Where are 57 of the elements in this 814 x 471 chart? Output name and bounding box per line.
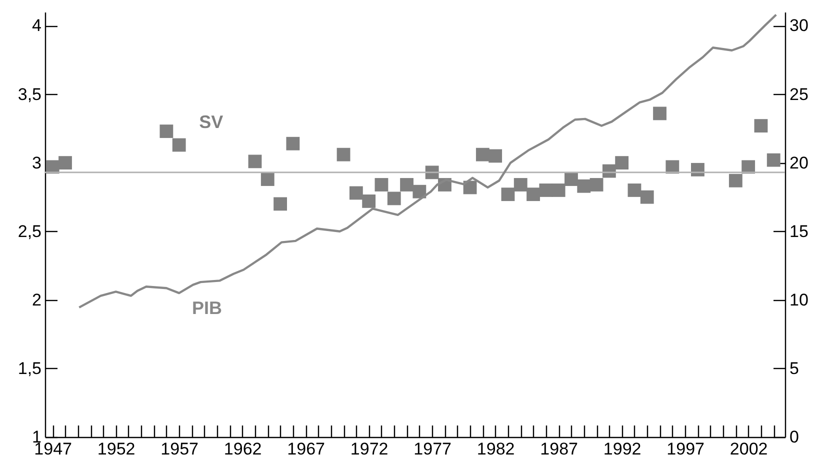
point	[539, 184, 553, 197]
y-tick-label: 3	[32, 153, 42, 172]
x-tick-label: 1972	[350, 440, 388, 458]
x-tick-label: 1987	[540, 440, 578, 458]
point	[260, 172, 274, 186]
x-tick-label: 1977	[414, 440, 452, 458]
x-tick-label: 1997	[666, 440, 704, 458]
y-tick-label: 1,5	[18, 358, 42, 378]
point	[766, 153, 780, 167]
y2-tick-label: 20	[790, 153, 808, 172]
y2-tick-label: 10	[790, 290, 808, 310]
series-label: SV	[199, 112, 224, 132]
x-tick-label: 2002	[730, 440, 768, 458]
point	[615, 156, 629, 170]
point	[58, 156, 72, 170]
point	[336, 148, 350, 162]
y2-tick-label: 25	[790, 84, 808, 104]
x-tick-label: 1967	[287, 440, 325, 458]
point	[362, 194, 376, 208]
y2-tick-label: 0	[790, 428, 799, 446]
point	[387, 192, 401, 206]
point	[754, 119, 768, 132]
point	[274, 197, 287, 211]
point	[526, 188, 540, 202]
x-tick-label: 1962	[224, 440, 262, 458]
x-tick-label: 1952	[97, 440, 136, 458]
point	[172, 138, 186, 152]
point	[728, 174, 742, 188]
point	[400, 178, 414, 192]
point	[374, 178, 388, 192]
point	[514, 178, 528, 192]
series-label: PIB	[192, 298, 222, 318]
x-tick-label: 1982	[476, 440, 515, 458]
point	[640, 190, 654, 204]
y-tick-label: 3,5	[18, 84, 42, 104]
point	[564, 172, 578, 186]
y2-tick-label: 15	[790, 222, 808, 241]
point	[286, 136, 300, 150]
point	[160, 124, 174, 138]
point	[628, 184, 642, 197]
x-tick-label: 1957	[160, 440, 198, 458]
point	[653, 106, 666, 120]
y-tick-label: 2,5	[18, 222, 42, 241]
point	[248, 154, 262, 168]
y-tick-label: 2	[32, 290, 42, 310]
point	[590, 178, 604, 192]
y2-tick-label: 5	[790, 358, 799, 378]
point	[488, 149, 502, 163]
y-tick-label: 4	[32, 16, 42, 36]
point	[476, 148, 490, 162]
point	[349, 186, 363, 200]
y2-tick-label: 30	[790, 16, 808, 36]
point	[501, 188, 515, 202]
point	[577, 179, 591, 193]
point	[412, 184, 426, 198]
point	[552, 184, 566, 197]
x-tick-label: 1992	[603, 440, 642, 458]
